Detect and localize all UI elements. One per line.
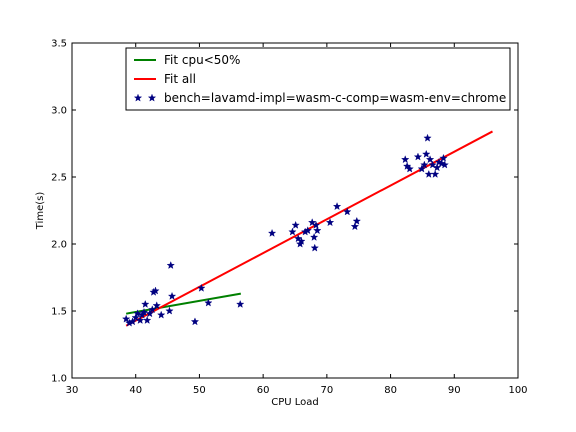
data-point-0 (121, 314, 131, 323)
data-point-22 (236, 299, 245, 308)
legend-star-swatch (147, 93, 157, 102)
data-point-48 (423, 133, 432, 142)
legend-box (125, 47, 511, 111)
plot-area (121, 130, 493, 327)
data-point-39 (350, 222, 360, 231)
data-point-10 (145, 309, 154, 318)
legend-label: bench=lavamd-impl=wasm-c-comp=wasm-env=c… (164, 91, 506, 105)
data-point-32 (309, 232, 319, 241)
data-point-31 (308, 218, 317, 227)
y-axis-label: Time(s) (35, 192, 46, 231)
data-point-4 (133, 309, 142, 318)
x-tick-label: 90 (448, 385, 461, 396)
data-point-51 (428, 160, 437, 169)
y-tick-label: 2.5 (51, 173, 67, 184)
x-tick-label: 100 (508, 385, 527, 396)
x-tick-label: 70 (320, 385, 333, 396)
data-point-56 (439, 153, 448, 162)
y-tick-label: 1.0 (51, 374, 67, 385)
data-point-16 (165, 306, 174, 315)
y-tick-label: 3.5 (51, 39, 67, 50)
x-tick-label: 80 (384, 385, 397, 396)
y-tick-label: 1.5 (51, 307, 67, 318)
data-point-38 (343, 207, 352, 216)
data-point-13 (151, 286, 160, 295)
legend-label: Fit cpu<50% (164, 53, 240, 67)
data-point-41 (401, 155, 410, 164)
x-tick-label: 40 (129, 385, 142, 396)
data-point-5 (136, 316, 145, 324)
data-point-36 (325, 218, 335, 227)
data-point-25 (291, 220, 300, 229)
data-point-24 (288, 227, 297, 236)
data-point-23 (267, 228, 277, 237)
data-point-47 (422, 149, 431, 158)
data-point-28 (297, 236, 306, 245)
data-point-17 (166, 261, 175, 269)
data-point-14 (152, 301, 161, 310)
data-point-20 (197, 283, 206, 292)
x-tick-label: 60 (257, 385, 270, 396)
legend-star-swatch (133, 93, 143, 102)
data-point-40 (352, 216, 361, 225)
data-point-46 (420, 160, 429, 169)
legend-label: Fit all (164, 72, 196, 86)
data-point-50 (425, 155, 435, 164)
data-point-34 (311, 220, 321, 229)
data-point-3 (131, 313, 140, 322)
data-point-7 (139, 307, 149, 316)
data-point-21 (204, 298, 213, 307)
y-tick-label: 3.0 (51, 106, 67, 117)
data-point-45 (417, 164, 426, 173)
data-point-15 (157, 310, 166, 319)
data-point-9 (143, 316, 152, 324)
data-point-44 (413, 152, 423, 161)
data-point-43 (405, 164, 414, 173)
x-axis-label: CPU Load (271, 397, 319, 408)
data-point-8 (141, 299, 150, 308)
axes-frame (71, 42, 519, 379)
x-tick-label: 30 (66, 385, 79, 396)
data-point-2 (128, 317, 137, 326)
data-point-18 (167, 291, 177, 300)
data-point-37 (332, 202, 342, 211)
axis-ticks: 30 40 50 60 70 80 90 100 1.0 1.5 2.0 2.5 3.0 3.5 (51, 39, 527, 397)
data-point-57 (440, 160, 449, 169)
legend: Fit cpu<50% Fit all bench=lavamd-impl=wasm… (125, 47, 511, 111)
data-point-52 (431, 169, 440, 178)
fit-line-0 (125, 292, 242, 315)
data-point-33 (310, 243, 319, 252)
data-point-30 (303, 226, 312, 235)
y-tick-label: 2.0 (51, 240, 67, 251)
x-tick-label: 50 (193, 385, 206, 396)
data-point-35 (313, 226, 322, 235)
data-point-19 (190, 317, 200, 326)
